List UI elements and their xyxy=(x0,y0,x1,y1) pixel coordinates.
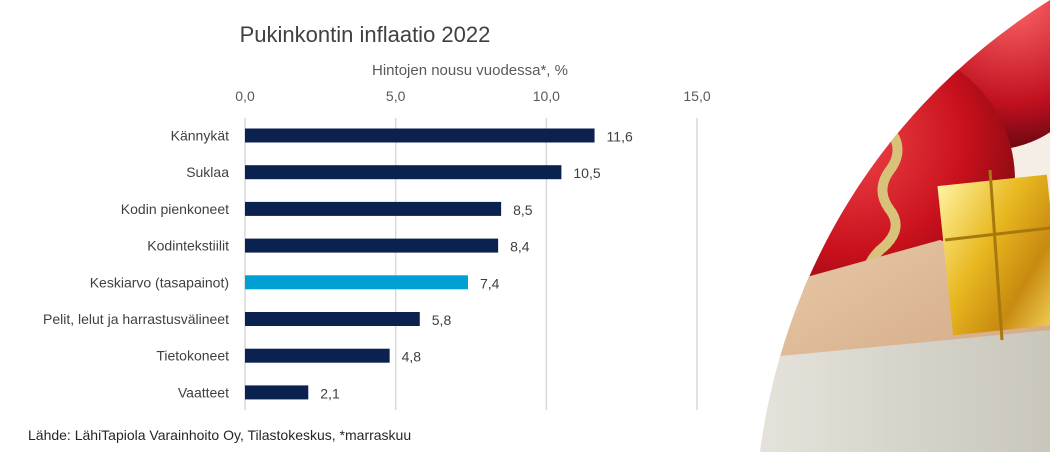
source-note: Lähde: LähiTapiola Varainhoito Oy, Tilas… xyxy=(28,427,412,443)
category-label: Kännykät xyxy=(171,128,229,144)
value-label: 4,8 xyxy=(402,349,422,365)
bar-row: Keskiarvo (tasapainot) 7,4 xyxy=(90,274,500,291)
gold-gift-box xyxy=(937,174,1050,336)
photo-content xyxy=(760,0,1050,452)
category-label: Suklaa xyxy=(186,164,229,180)
bar xyxy=(245,385,309,400)
category-label: Pelit, lelut ja harrastusvälineet xyxy=(43,311,229,327)
euro-note xyxy=(760,330,1050,452)
value-label: 8,5 xyxy=(513,202,533,218)
x-tick-label: 15,0 xyxy=(683,88,710,104)
bar-row: Kännykät 11,6 xyxy=(171,128,633,145)
x-tick-label: 5,0 xyxy=(386,88,406,104)
bar xyxy=(245,201,502,216)
category-label: Vaatteet xyxy=(178,384,229,400)
bar xyxy=(245,128,595,143)
bar-average xyxy=(245,275,468,290)
value-label: 11,6 xyxy=(607,129,633,145)
bar-row: Vaatteet 2,1 xyxy=(178,384,340,401)
value-label: 5,8 xyxy=(432,312,452,328)
category-label: Kodin pienkoneet xyxy=(121,201,229,217)
value-label: 2,1 xyxy=(320,385,340,401)
bar-row: Pelit, lelut ja harrastusvälineet 5,8 xyxy=(43,311,451,328)
bar-chart: Pukinkontin inflaatio 2022 Hintojen nous… xyxy=(43,22,711,410)
bar xyxy=(245,348,390,363)
decorative-christmas-photo xyxy=(760,0,1050,452)
category-label: Tietokoneet xyxy=(156,348,229,364)
x-tick-label: 10,0 xyxy=(533,88,560,104)
bar xyxy=(245,312,420,326)
bar xyxy=(245,238,499,253)
value-label: 8,4 xyxy=(510,239,530,255)
bar-row: Tietokoneet 4,8 xyxy=(156,348,421,365)
bar xyxy=(245,165,562,180)
value-label: 7,4 xyxy=(480,275,500,291)
category-label: Keskiarvo (tasapainot) xyxy=(90,274,229,290)
bar-row: Suklaa 10,5 xyxy=(186,164,601,181)
value-label: 10,5 xyxy=(573,165,600,181)
chart-title: Pukinkontin inflaatio 2022 xyxy=(240,22,491,47)
axis-title: Hintojen nousu vuodessa*, % xyxy=(372,62,568,79)
x-tick-label: 0,0 xyxy=(235,88,255,104)
bar-row: Kodin pienkoneet 8,5 xyxy=(121,201,533,218)
category-label: Kodintekstiilit xyxy=(147,238,229,254)
bar-row: Kodintekstiilit 8,4 xyxy=(147,238,529,255)
